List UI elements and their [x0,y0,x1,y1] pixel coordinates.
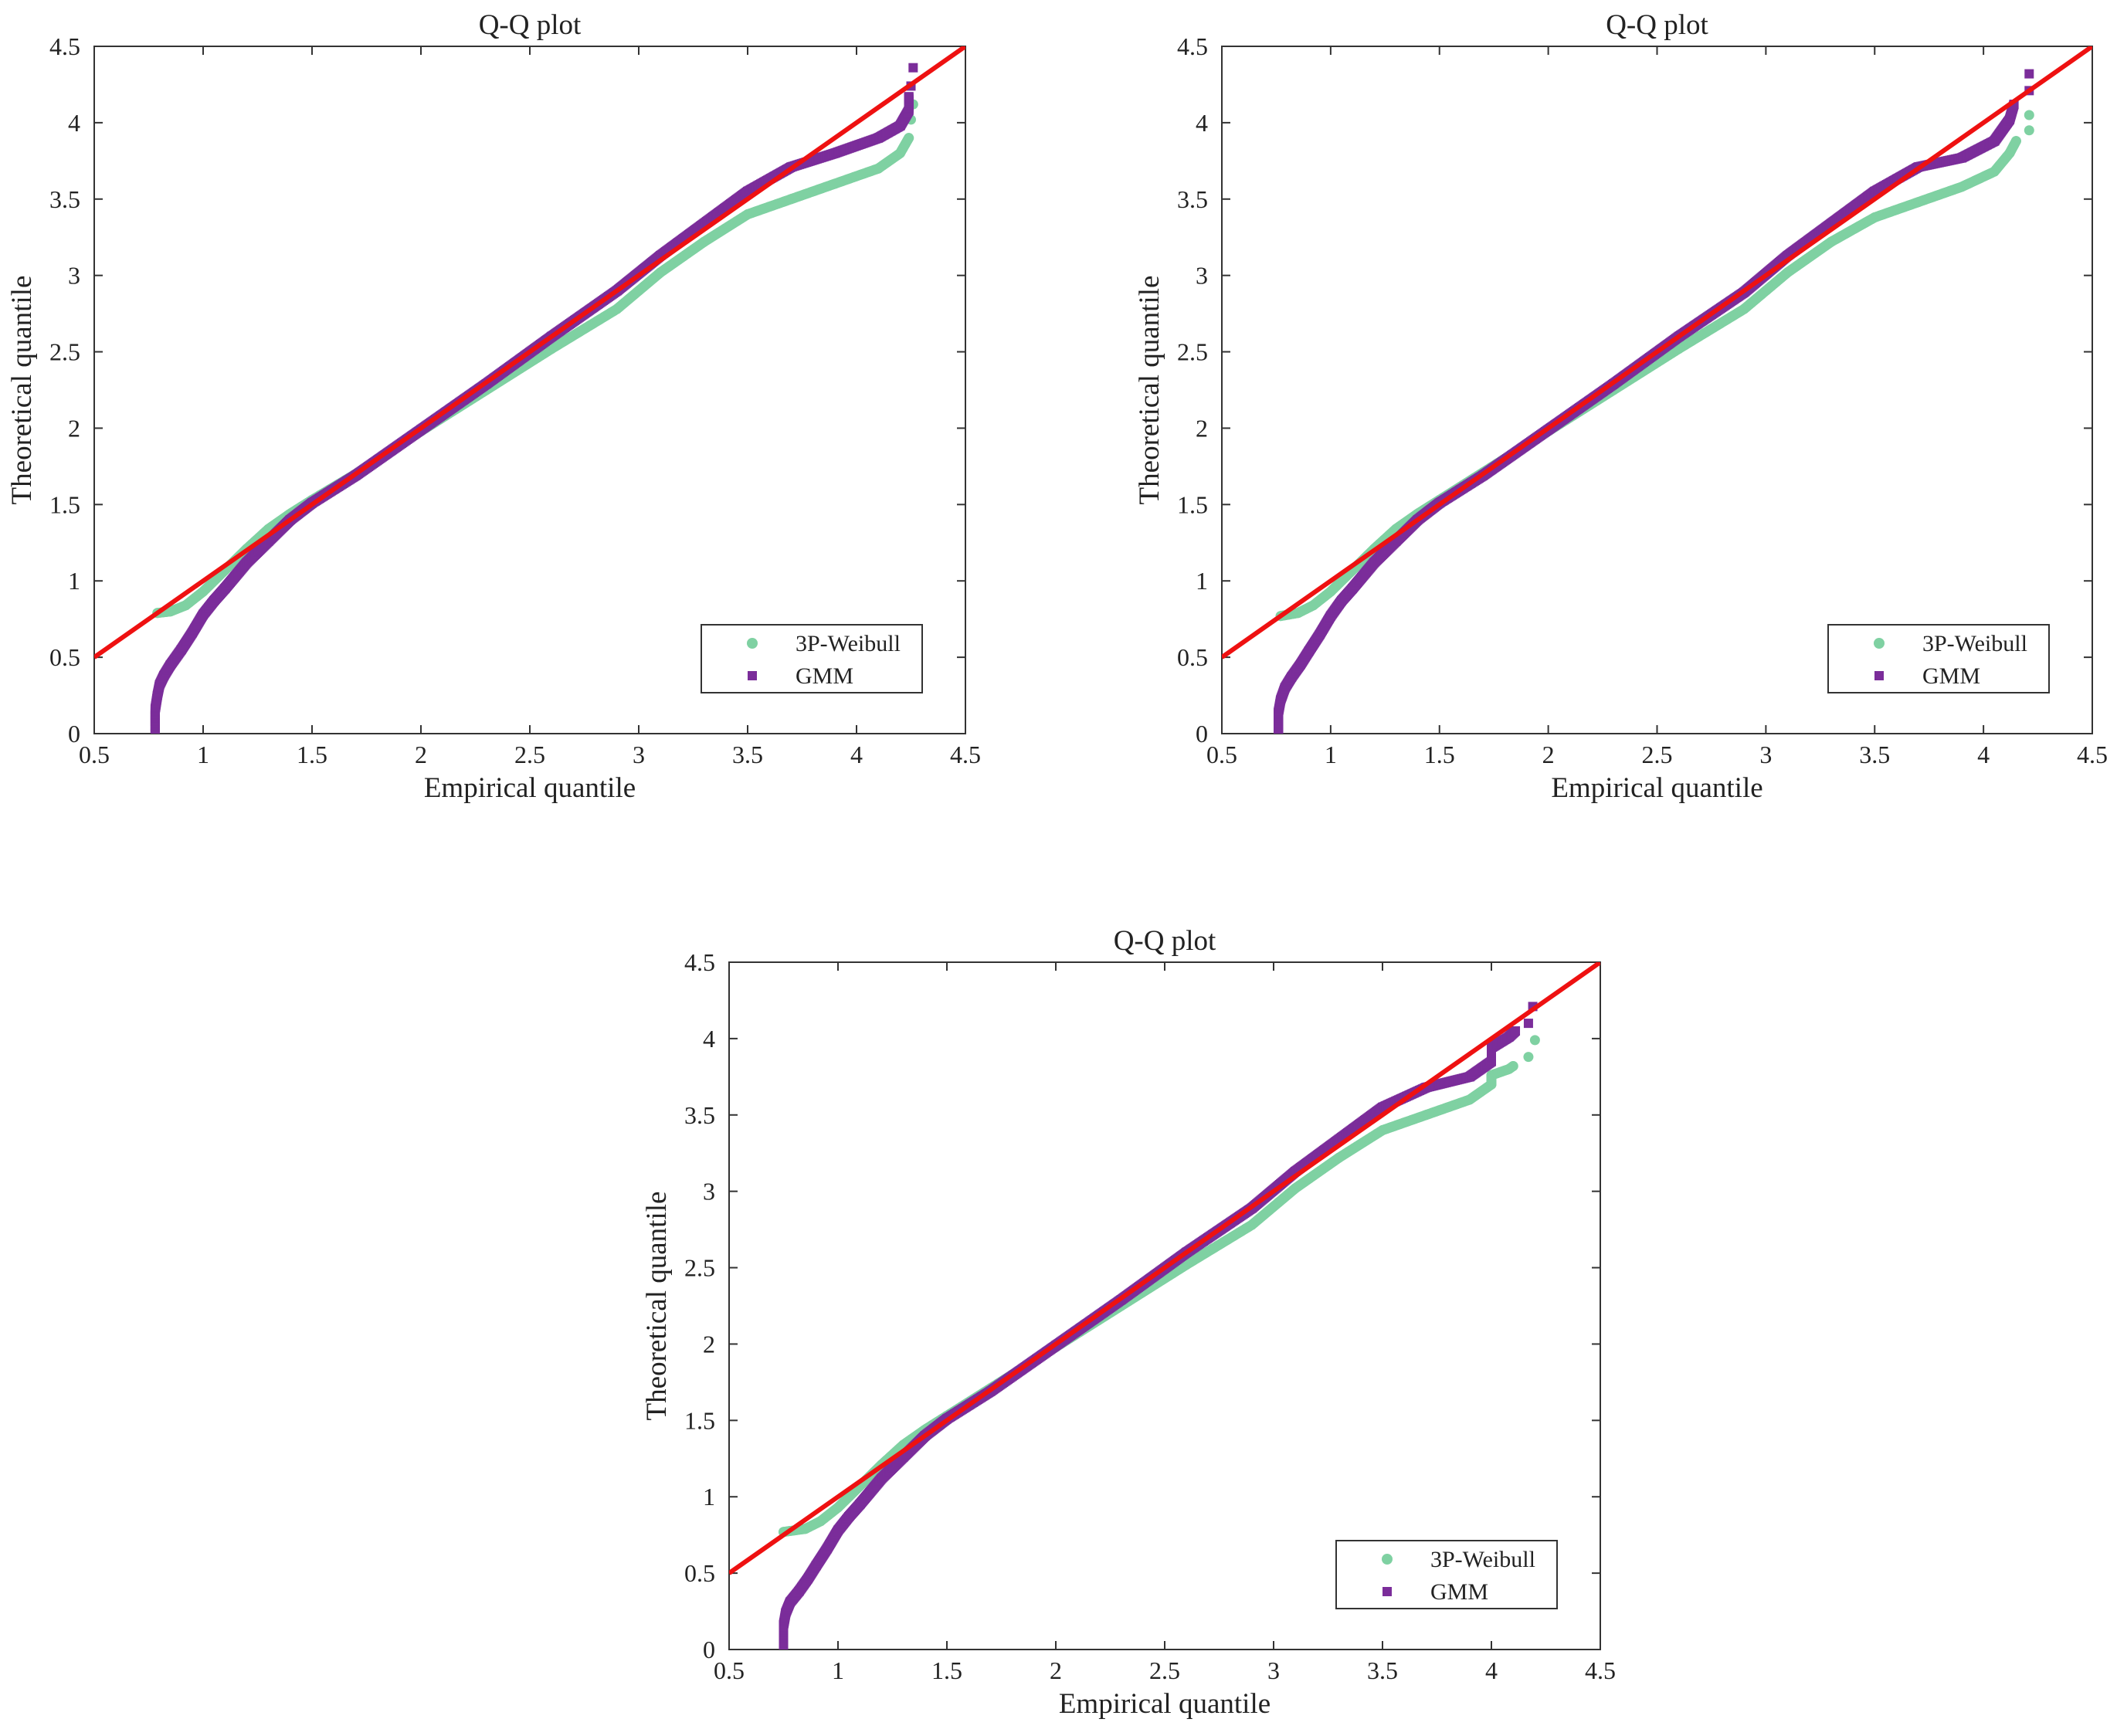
x-axis-label: Empirical quantile [1059,1688,1271,1720]
y-tick-label: 1.5 [684,1406,715,1434]
x-tick-label: 1 [197,741,209,768]
x-axis-label: Empirical quantile [424,772,636,804]
qq-chart-1: 0.5 1 1.5 2 2.5 3 3.5 4 4.500.511.522.533.544.5Q… [6,9,981,804]
y-tick-label: 2.5 [49,338,80,366]
weibull-point [904,133,914,144]
x-tick-label: 4.5 [1585,1656,1616,1684]
y-tick-label: 1 [703,1483,715,1511]
x-tick-label: 2.5 [514,741,545,768]
y-tick-label: 2.5 [684,1254,715,1282]
x-tick-label: 0.5 [1206,741,1237,768]
gmm-point [1523,1019,1533,1029]
y-tick-label: 4 [68,109,80,137]
y-tick-label: 1.5 [49,490,80,518]
legend-marker-circle [747,638,758,649]
x-tick-label: 3 [633,741,645,768]
x-tick-label: 2.5 [1642,741,1673,768]
y-tick-label: 0 [68,720,80,748]
weibull-point [1529,1035,1540,1046]
x-tick-label: 1.5 [1424,741,1455,768]
legend-label: 3P-Weibull [796,631,901,656]
x-axis-label: Empirical quantile [1551,772,1762,804]
x-tick-label: 2 [1542,741,1555,768]
legend-label: GMM [796,663,853,689]
y-tick-label: 2.5 [1177,338,1208,366]
qq-chart-3: 0.5 1 1.5 2 2.5 3 3.5 4 4.500.511.522.533.544.5Q… [641,925,1616,1720]
y-tick-label: 0 [1196,720,1208,748]
y-tick-label: 3 [703,1178,715,1205]
x-tick-label: 4 [1485,1656,1498,1684]
x-tick-label: 4 [1977,741,1990,768]
weibull-point [2010,136,2021,147]
y-axis-label: Theoretical quantile [1134,276,1165,505]
y-tick-label: 3 [68,262,80,290]
y-tick-label: 0.5 [1177,643,1208,671]
x-tick-label: 0.5 [79,741,110,768]
x-tick-label: 3.5 [1859,741,1890,768]
y-tick-label: 3.5 [49,185,80,213]
y-tick-label: 1.5 [1177,490,1208,518]
data-layer [729,962,1600,1650]
x-tick-label: 0.5 [714,1656,745,1684]
weibull-point [2024,125,2034,136]
y-tick-label: 1 [68,567,80,595]
x-tick-label: 3 [1759,741,1772,768]
legend-label: GMM [1922,663,1980,689]
gmm-point [2024,69,2034,79]
x-tick-label: 2.5 [1149,1656,1180,1684]
legend-label: 3P-Weibull [1922,631,2027,656]
y-tick-label: 3.5 [684,1101,715,1129]
legend-box [1827,624,2050,693]
x-tick-label: 1.5 [931,1656,962,1684]
chart-title: Q-Q plot [1114,925,1216,957]
y-tick-label: 4.5 [1177,32,1208,60]
reference-line [1222,46,2092,659]
y-tick-label: 3 [1196,262,1208,290]
y-tick-label: 4.5 [684,948,715,976]
gmm-point [904,92,914,102]
weibull-point [2024,110,2034,120]
qq-chart-2: 0.5 1 1.5 2 2.5 3 3.5 4 4.500.511.522.533.544.5Q… [1134,9,2108,804]
reference-line [94,46,965,659]
x-tick-label: 1 [1325,741,1337,768]
y-tick-label: 4.5 [49,32,80,60]
legend-marker-square [1874,671,1884,680]
x-tick-label: 1.5 [297,741,327,768]
y-tick-label: 0.5 [684,1559,715,1587]
y-tick-label: 2 [1196,414,1208,442]
weibull-point [1523,1052,1534,1063]
chart-title: Q-Q plot [479,9,582,41]
x-tick-label: 4.5 [2077,741,2108,768]
y-tick-label: 3.5 [1177,185,1208,213]
legend: 3P-Weibull GMM [701,624,923,693]
y-tick-label: 4 [1196,109,1208,137]
y-tick-label: 0.5 [49,643,80,671]
y-tick-label: 1 [1196,567,1208,595]
legend-marker-square [748,671,757,680]
gmm-point [908,63,918,73]
legend-box [701,624,923,693]
x-tick-label: 4 [850,741,863,768]
legend: 3P-Weibull GMM [1827,624,2050,693]
y-tick-label: 2 [703,1330,715,1358]
x-tick-label: 2 [1050,1656,1062,1684]
chart-title: Q-Q plot [1606,9,1708,41]
y-tick-label: 0 [703,1636,715,1663]
y-tick-label: 2 [68,414,80,442]
x-tick-label: 3.5 [1367,1656,1398,1684]
data-layer [94,46,965,734]
data-layer [1222,46,2092,734]
x-tick-label: 2 [415,741,427,768]
x-tick-label: 1 [832,1656,844,1684]
y-axis-label: Theoretical quantile [641,1192,673,1421]
x-tick-label: 3 [1267,1656,1280,1684]
legend-marker-circle [1874,638,1885,649]
y-tick-label: 4 [703,1025,715,1053]
x-tick-label: 3.5 [732,741,763,768]
weibull-point [1508,1060,1518,1071]
y-axis-label: Theoretical quantile [6,276,38,505]
x-tick-label: 4.5 [950,741,981,768]
